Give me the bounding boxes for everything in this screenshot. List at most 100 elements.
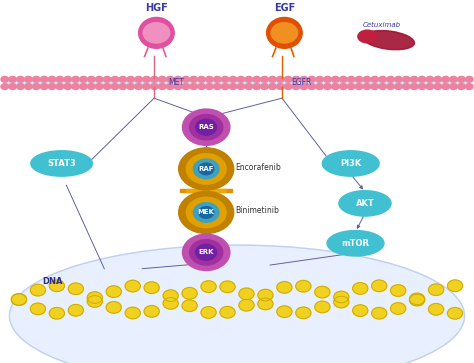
Circle shape	[465, 83, 473, 89]
Circle shape	[434, 76, 442, 82]
Circle shape	[48, 83, 56, 89]
Circle shape	[182, 83, 190, 89]
Text: STAT3: STAT3	[47, 159, 76, 168]
Circle shape	[186, 197, 226, 228]
Circle shape	[253, 83, 261, 89]
Text: RAF: RAF	[199, 166, 214, 172]
Circle shape	[25, 83, 32, 89]
Circle shape	[334, 296, 349, 308]
Circle shape	[239, 299, 254, 311]
Text: Binimetinib: Binimetinib	[236, 207, 280, 216]
Circle shape	[324, 76, 331, 82]
Text: MET: MET	[168, 78, 184, 87]
Circle shape	[193, 159, 219, 179]
Circle shape	[276, 76, 284, 82]
Circle shape	[190, 83, 198, 89]
Circle shape	[196, 244, 217, 260]
Circle shape	[220, 281, 235, 293]
Circle shape	[391, 303, 406, 314]
Circle shape	[245, 83, 253, 89]
Circle shape	[269, 76, 276, 82]
Circle shape	[135, 83, 142, 89]
Circle shape	[49, 280, 64, 291]
Text: Cetuximab: Cetuximab	[363, 22, 401, 28]
Ellipse shape	[31, 151, 92, 176]
Circle shape	[379, 76, 386, 82]
Circle shape	[143, 83, 150, 89]
Text: ERK: ERK	[199, 249, 214, 255]
Circle shape	[355, 76, 363, 82]
Circle shape	[237, 83, 245, 89]
Circle shape	[221, 76, 229, 82]
Circle shape	[276, 83, 284, 89]
Circle shape	[206, 83, 213, 89]
Circle shape	[261, 83, 268, 89]
Circle shape	[127, 83, 135, 89]
Circle shape	[151, 76, 158, 82]
Circle shape	[269, 83, 276, 89]
Circle shape	[457, 76, 465, 82]
FancyBboxPatch shape	[5, 80, 469, 84]
Circle shape	[296, 280, 311, 292]
Circle shape	[30, 303, 46, 315]
Circle shape	[447, 307, 463, 319]
Circle shape	[25, 76, 32, 82]
Ellipse shape	[138, 17, 174, 48]
Circle shape	[402, 76, 410, 82]
Circle shape	[450, 76, 457, 82]
Circle shape	[339, 76, 347, 82]
Circle shape	[324, 83, 331, 89]
Circle shape	[40, 76, 48, 82]
Circle shape	[261, 76, 268, 82]
Circle shape	[410, 293, 425, 305]
Circle shape	[198, 76, 205, 82]
Circle shape	[166, 83, 174, 89]
Circle shape	[395, 83, 402, 89]
Circle shape	[442, 83, 449, 89]
Circle shape	[11, 294, 27, 305]
Circle shape	[95, 76, 103, 82]
Circle shape	[9, 83, 17, 89]
Circle shape	[363, 76, 371, 82]
Circle shape	[465, 76, 473, 82]
Circle shape	[127, 76, 135, 82]
Circle shape	[292, 83, 300, 89]
Circle shape	[391, 285, 406, 296]
Circle shape	[308, 76, 316, 82]
Circle shape	[106, 302, 121, 313]
Circle shape	[450, 83, 457, 89]
Circle shape	[372, 307, 387, 319]
Circle shape	[9, 76, 17, 82]
Circle shape	[17, 83, 24, 89]
Circle shape	[144, 282, 159, 293]
Circle shape	[332, 76, 339, 82]
Circle shape	[213, 83, 221, 89]
Circle shape	[355, 83, 363, 89]
Circle shape	[296, 307, 311, 319]
Circle shape	[220, 306, 235, 318]
Circle shape	[457, 83, 465, 89]
Circle shape	[182, 234, 230, 270]
Circle shape	[182, 300, 197, 311]
Circle shape	[426, 83, 434, 89]
Circle shape	[111, 83, 119, 89]
Circle shape	[80, 76, 87, 82]
Circle shape	[308, 83, 316, 89]
Circle shape	[72, 83, 79, 89]
Circle shape	[68, 305, 83, 316]
Circle shape	[213, 76, 221, 82]
Circle shape	[292, 76, 300, 82]
Text: MEK: MEK	[198, 209, 215, 216]
Circle shape	[32, 76, 40, 82]
Circle shape	[143, 76, 150, 82]
Circle shape	[1, 83, 9, 89]
Circle shape	[151, 83, 158, 89]
Circle shape	[447, 280, 463, 291]
Circle shape	[56, 76, 64, 82]
Circle shape	[316, 76, 323, 82]
Circle shape	[198, 83, 205, 89]
Circle shape	[418, 76, 426, 82]
Circle shape	[410, 83, 418, 89]
Ellipse shape	[339, 191, 391, 216]
Text: EGF: EGF	[274, 3, 295, 13]
